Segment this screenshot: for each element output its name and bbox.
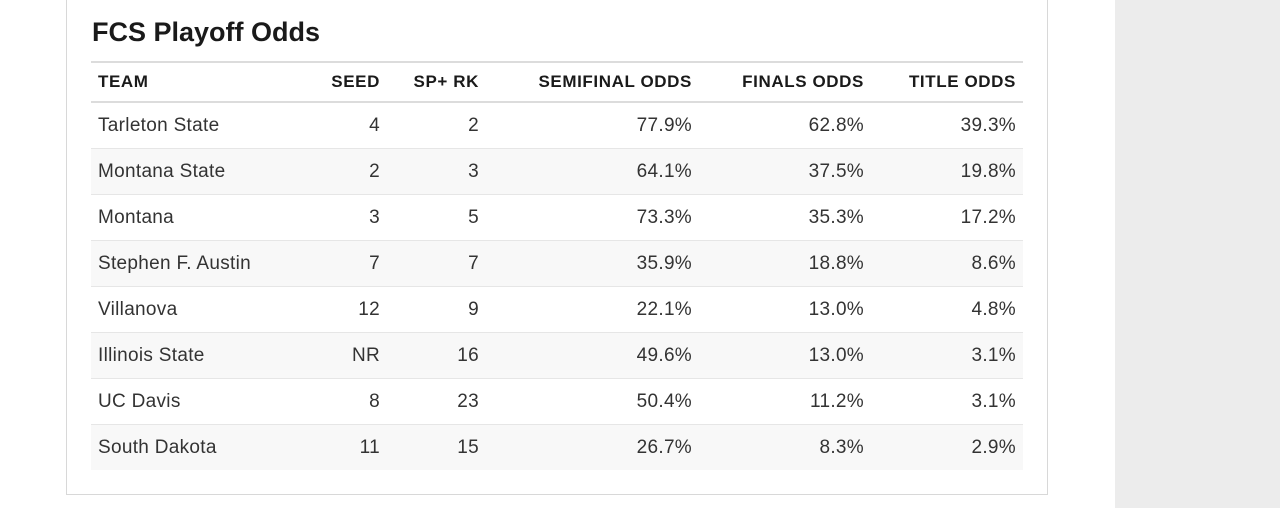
table-cell: 11.2%	[699, 378, 871, 425]
column-header: TEAM	[91, 61, 300, 103]
table-cell: 39.3%	[871, 102, 1023, 149]
table-cell: 64.1%	[486, 148, 699, 195]
table-cell: 8.3%	[699, 424, 871, 470]
column-header: SP+ RK	[387, 61, 486, 103]
column-header: SEED	[300, 61, 387, 103]
column-header: FINALS ODDS	[699, 61, 871, 103]
table-body: Tarleton State 4 2 77.9% 62.8% 39.3% Montana S…	[91, 102, 1023, 470]
table-cell: 50.4%	[486, 378, 699, 425]
table-row: UC Davis 8 23 50.4% 11.2% 3.1%	[91, 378, 1023, 425]
odds-table: TEAM SEED SP+ RK SEMIFINAL ODDS FINALS ODDS T…	[91, 61, 1023, 470]
table-cell: 3	[300, 194, 387, 241]
table-cell: Montana	[91, 194, 300, 241]
table-cell: 3	[387, 148, 486, 195]
table-cell: 4	[300, 102, 387, 149]
table-cell: UC Davis	[91, 378, 300, 425]
table-row: Stephen F. Austin 7 7 35.9% 18.8% 8.6%	[91, 240, 1023, 287]
table-cell: 26.7%	[486, 424, 699, 470]
table-cell: 22.1%	[486, 286, 699, 333]
table-cell: 37.5%	[699, 148, 871, 195]
table-cell: Villanova	[91, 286, 300, 333]
table-cell: 77.9%	[486, 102, 699, 149]
table-row: Villanova 12 9 22.1% 13.0% 4.8%	[91, 286, 1023, 333]
table-row: Montana State 2 3 64.1% 37.5% 19.8%	[91, 148, 1023, 195]
table-cell: 5	[387, 194, 486, 241]
table-cell: 11	[300, 424, 387, 470]
table-cell: 2	[387, 102, 486, 149]
table-row: Montana 3 5 73.3% 35.3% 17.2%	[91, 194, 1023, 241]
table-cell: 3.1%	[871, 332, 1023, 379]
table-cell: 4.8%	[871, 286, 1023, 333]
table-cell: 23	[387, 378, 486, 425]
table-cell: Stephen F. Austin	[91, 240, 300, 287]
header-row: TEAM SEED SP+ RK SEMIFINAL ODDS FINALS ODDS T…	[91, 61, 1023, 103]
card	[66, 0, 1048, 495]
table-cell: 18.8%	[699, 240, 871, 287]
table-row: Illinois State NR 16 49.6% 13.0% 3.1%	[91, 332, 1023, 379]
table-row: South Dakota 11 15 26.7% 8.3% 2.9%	[91, 424, 1023, 470]
table-row: Tarleton State 4 2 77.9% 62.8% 39.3%	[91, 102, 1023, 149]
table-cell: 2	[300, 148, 387, 195]
table-cell: 49.6%	[486, 332, 699, 379]
table-cell: 3.1%	[871, 378, 1023, 425]
table-cell: 17.2%	[871, 194, 1023, 241]
table-cell: 9	[387, 286, 486, 333]
column-header: TITLE ODDS	[871, 61, 1023, 103]
table-cell: 13.0%	[699, 332, 871, 379]
table-cell: Montana State	[91, 148, 300, 195]
table-cell: Illinois State	[91, 332, 300, 379]
table-cell: 19.8%	[871, 148, 1023, 195]
table-cell: 13.0%	[699, 286, 871, 333]
table-cell: 7	[300, 240, 387, 287]
table-cell: Tarleton State	[91, 102, 300, 149]
side-panel	[1115, 0, 1280, 508]
table-cell: 2.9%	[871, 424, 1023, 470]
table-cell: 62.8%	[699, 102, 871, 149]
column-header: SEMIFINAL ODDS	[486, 61, 699, 103]
table-cell: 73.3%	[486, 194, 699, 241]
table-cell: 15	[387, 424, 486, 470]
table-cell: South Dakota	[91, 424, 300, 470]
table-title: FCS Playoff Odds	[92, 17, 321, 47]
table-cell: 8.6%	[871, 240, 1023, 287]
table-cell: NR	[300, 332, 387, 379]
table-cell: 8	[300, 378, 387, 425]
table-cell: 12	[300, 286, 387, 333]
table-cell: 16	[387, 332, 486, 379]
table-cell: 35.9%	[486, 240, 699, 287]
table-cell: 35.3%	[699, 194, 871, 241]
table-cell: 7	[387, 240, 486, 287]
